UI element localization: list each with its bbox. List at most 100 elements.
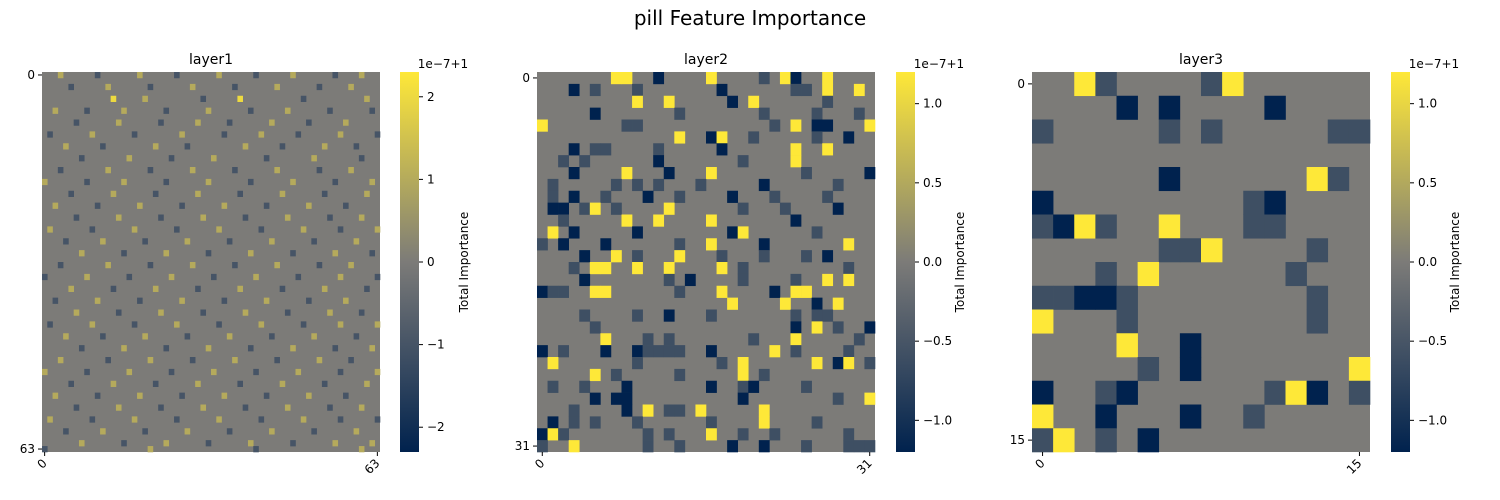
heatmap-cell — [78, 345, 85, 352]
heatmap-cell — [568, 404, 580, 417]
heatmap-cell — [253, 446, 259, 453]
heatmap-cell — [253, 72, 259, 79]
heatmap-cell — [152, 380, 159, 387]
heatmap-cell — [579, 202, 591, 215]
heatmap-cell — [57, 167, 64, 174]
heatmap-cell — [110, 380, 117, 387]
heatmap-cell — [864, 440, 876, 453]
heatmap-cell — [706, 131, 717, 144]
heatmap-cell — [306, 119, 312, 126]
heatmap-cell — [142, 428, 148, 435]
heatmap-cell — [568, 143, 580, 156]
heatmap-cell — [147, 167, 154, 174]
heatmap-cell — [94, 392, 101, 399]
heatmap-cell — [1348, 380, 1371, 405]
heatmap-cell — [158, 214, 164, 221]
heatmap-cell — [822, 95, 834, 108]
heatmap-cell — [589, 392, 601, 405]
heatmap-cell — [290, 345, 296, 352]
heatmap-cell — [790, 333, 802, 346]
heatmap-cell — [632, 250, 643, 263]
heatmap-cell — [42, 178, 48, 186]
heatmap-cell — [706, 380, 717, 393]
heatmap-cell — [653, 143, 665, 156]
heatmap-cell — [353, 333, 360, 340]
heatmap-cell — [205, 440, 212, 447]
colorbar-tick-label: 0.5 — [1418, 176, 1437, 190]
heatmap-cell — [189, 357, 196, 364]
heatmap-cell — [274, 167, 280, 174]
heatmap-cell — [216, 416, 222, 423]
heatmap-cell — [332, 250, 339, 257]
heatmap-cell — [284, 404, 291, 411]
heatmap-cell — [843, 345, 855, 358]
heatmap-cell — [727, 226, 738, 239]
heatmap-cell — [632, 226, 643, 239]
heatmap-cell — [126, 273, 133, 281]
heatmap-cell — [242, 143, 249, 150]
heatmap-cell — [653, 214, 665, 227]
heatmap-cell — [674, 238, 686, 251]
heatmap-cell — [684, 273, 696, 287]
heatmap-cell — [663, 428, 675, 441]
heatmap-cell — [47, 321, 53, 328]
panel-title: layer1 — [189, 52, 233, 68]
colorbar-tick-label: 0.0 — [923, 255, 942, 269]
heatmap-cell — [78, 155, 85, 162]
heatmap-cell — [327, 214, 333, 221]
heatmap-cell — [695, 404, 707, 417]
heatmap-cell — [337, 273, 344, 281]
heatmap-cell — [1158, 214, 1181, 239]
heatmap-cell — [353, 428, 360, 435]
heatmap-cell — [1032, 309, 1054, 334]
heatmap-cell — [290, 440, 296, 447]
heatmap-cell — [716, 285, 728, 298]
heatmap-cell — [115, 404, 122, 411]
heatmap-cell — [600, 345, 612, 358]
heatmap-cell — [321, 143, 328, 150]
heatmap-cell — [632, 178, 643, 192]
heatmap-cell — [642, 404, 654, 417]
heatmap-cell — [716, 131, 728, 144]
heatmap-cell — [864, 357, 876, 370]
heatmap-cell — [632, 83, 643, 97]
heatmap-cell — [1243, 214, 1265, 239]
heatmap-cell — [226, 428, 233, 435]
heatmap-cell — [716, 250, 728, 263]
heatmap-cell — [152, 190, 159, 197]
heatmap-cell — [205, 178, 212, 186]
heatmap-cell — [1032, 380, 1054, 405]
heatmap-cell — [284, 214, 291, 221]
heatmap-cell — [632, 345, 643, 358]
heatmap-cell — [253, 368, 259, 376]
heatmap-cell — [537, 238, 548, 251]
heatmap-cell — [822, 309, 834, 322]
heatmap-cell — [195, 190, 201, 197]
heatmap-cell — [179, 392, 185, 399]
heatmap-cell — [706, 345, 717, 358]
heatmap-cell — [121, 178, 127, 186]
heatmap-cell — [216, 72, 222, 79]
heatmap-cell — [247, 178, 254, 186]
heatmap-cell — [801, 250, 812, 263]
heatmap-cell — [811, 131, 823, 144]
heatmap-cell — [358, 155, 365, 162]
heatmap-cell — [68, 83, 74, 91]
heatmap-cell — [547, 226, 559, 239]
heatmap-cell — [632, 119, 643, 132]
heatmap-cell — [632, 416, 643, 429]
heatmap-cell — [327, 107, 333, 114]
heatmap-cell — [663, 309, 675, 322]
heatmap-cell — [822, 190, 834, 203]
heatmap-cell — [226, 119, 233, 126]
y-tick-label: 0 — [27, 68, 35, 82]
heatmap-cell — [1158, 95, 1181, 120]
heatmap-cell — [864, 392, 876, 405]
colorbar-tick-label: 1.0 — [923, 97, 942, 111]
heatmap-cell — [279, 285, 286, 292]
heatmap-cell — [537, 119, 548, 132]
heatmap-cell — [663, 404, 675, 417]
x-tick-label: 0 — [34, 456, 49, 471]
heatmap-cell — [801, 440, 812, 453]
heatmap-cell — [168, 368, 175, 376]
